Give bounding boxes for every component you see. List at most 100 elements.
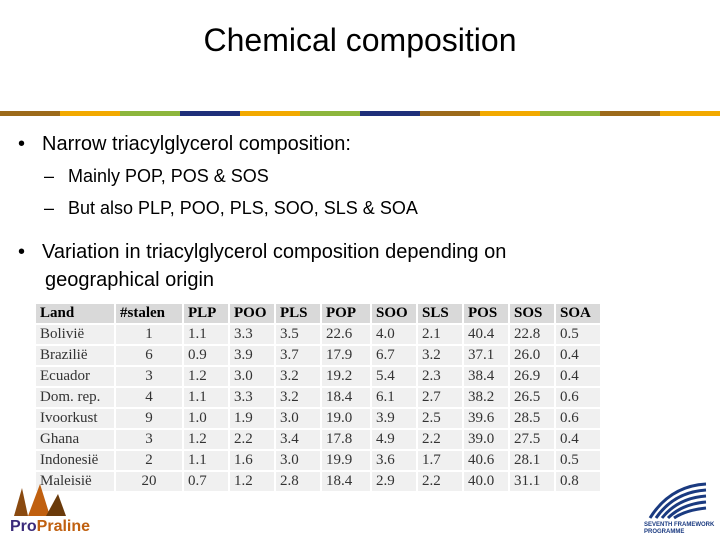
table-cell: 40.6 (464, 451, 508, 470)
table-cell: 3.7 (276, 346, 320, 365)
table-cell: 26.5 (510, 388, 554, 407)
bullet-item-2: • Variation in triacylglycerol compositio… (18, 238, 678, 294)
color-stripe-divider (0, 111, 720, 116)
table-cell: 22.6 (322, 325, 370, 344)
stripe-segment (60, 111, 120, 116)
table-cell: 1.1 (184, 451, 228, 470)
propraline-logo: ProPraline (6, 480, 102, 536)
table-cell: 22.8 (510, 325, 554, 344)
table-cell: 3 (116, 367, 182, 386)
table-cell: 28.5 (510, 409, 554, 428)
table-cell: 0.5 (556, 451, 600, 470)
table-cell: 0.8 (556, 472, 600, 491)
table-cell: 19.2 (322, 367, 370, 386)
table-cell: 2.7 (418, 388, 462, 407)
table-cell: 2.2 (418, 472, 462, 491)
table-cell: 4.9 (372, 430, 416, 449)
dash-marker: – (44, 198, 55, 218)
sub-bullet-text: But also PLP, POO, PLS, SOO, SLS & SOA (68, 198, 418, 218)
stripe-segment (420, 111, 480, 116)
dash-marker: – (44, 166, 55, 186)
table-cell: 0.6 (556, 409, 600, 428)
table-cell: Ecuador (36, 367, 114, 386)
table-cell: 3.6 (372, 451, 416, 470)
sub-bullet-2: – But also PLP, POO, PLS, SOO, SLS & SOA (44, 198, 418, 219)
table-row: Ghana 3 1.2 2.2 3.4 17.8 4.9 2.2 39.0 27.5 0.4 (36, 430, 600, 449)
table-cell: 4.0 (372, 325, 416, 344)
column-header: #stalen (116, 304, 182, 323)
fp7-logo: SEVENTH FRAMEWORK PROGRAMME (640, 478, 716, 538)
table-cell: 2.3 (418, 367, 462, 386)
column-header: POS (464, 304, 508, 323)
table-cell: 1.9 (230, 409, 274, 428)
table-cell: 6.1 (372, 388, 416, 407)
table-cell: 9 (116, 409, 182, 428)
table-cell: 28.1 (510, 451, 554, 470)
table-cell: 0.7 (184, 472, 228, 491)
table-cell: 3.2 (276, 367, 320, 386)
table-cell: 2.9 (372, 472, 416, 491)
table-cell: 3.0 (276, 451, 320, 470)
table-cell: 2.2 (418, 430, 462, 449)
table-row: Maleisië 20 0.7 1.2 2.8 18.4 2.9 2.2 40.0 31.1 0.8 (36, 472, 600, 491)
propraline-logo-text: ProPraline (10, 518, 91, 535)
table-cell: 2.8 (276, 472, 320, 491)
table-cell: 20 (116, 472, 182, 491)
bullet-marker: • (18, 133, 26, 155)
table-cell: 18.4 (322, 388, 370, 407)
table-cell: 3.0 (276, 409, 320, 428)
bullet-text-line-1: Variation in triacylglycerol composition… (42, 241, 507, 263)
table-cell: 0.4 (556, 367, 600, 386)
bullet-item-1: • Narrow triacylglycerol composition: (18, 133, 351, 156)
table-cell: 3.0 (230, 367, 274, 386)
table-cell: 39.0 (464, 430, 508, 449)
table-cell: 27.5 (510, 430, 554, 449)
column-header: SLS (418, 304, 462, 323)
table-row: Bolivië 1 1.1 3.3 3.5 22.6 4.0 2.1 40.4 22.8 0.5 (36, 325, 600, 344)
table-cell: 1.2 (184, 367, 228, 386)
stripe-segment (120, 111, 180, 116)
table-cell: 1.1 (184, 325, 228, 344)
stripe-segment (540, 111, 600, 116)
table-cell: Ivoorkust (36, 409, 114, 428)
table-cell: 0.9 (184, 346, 228, 365)
table-cell: 3 (116, 430, 182, 449)
fp7-logo-icon (648, 482, 707, 520)
table-cell: 2 (116, 451, 182, 470)
sub-bullet-text: Mainly POP, POS & SOS (68, 166, 269, 186)
table-row: Ecuador 3 1.2 3.0 3.2 19.2 5.4 2.3 38.4 26.9 0.4 (36, 367, 600, 386)
fp7-logo-caption: SEVENTH FRAMEWORK PROGRAMME (644, 522, 715, 535)
column-header: PLP (184, 304, 228, 323)
table-cell: 3.9 (230, 346, 274, 365)
table-cell: 6.7 (372, 346, 416, 365)
table-cell: 1.0 (184, 409, 228, 428)
table-cell: 3.5 (276, 325, 320, 344)
stripe-segment (300, 111, 360, 116)
table-cell: 0.5 (556, 325, 600, 344)
bullet-text: Narrow triacylglycerol composition: (42, 133, 351, 155)
table-cell: 38.4 (464, 367, 508, 386)
stripe-segment (660, 111, 720, 116)
column-header: POO (230, 304, 274, 323)
table-cell: 40.0 (464, 472, 508, 491)
slide-title: Chemical composition (203, 22, 517, 58)
table-cell: 3.2 (276, 388, 320, 407)
sub-bullet-1: – Mainly POP, POS & SOS (44, 166, 269, 187)
table-cell: 3.3 (230, 388, 274, 407)
table-row: Brazilië 6 0.9 3.9 3.7 17.9 6.7 3.2 37.1 26.0 0.4 (36, 346, 600, 365)
column-header: SOS (510, 304, 554, 323)
table-cell: 2.1 (418, 325, 462, 344)
stripe-segment (600, 111, 660, 116)
table-cell: 1.6 (230, 451, 274, 470)
table-cell: 2.2 (230, 430, 274, 449)
table-cell: 3.2 (418, 346, 462, 365)
table-cell: 4 (116, 388, 182, 407)
table-row: Ivoorkust 9 1.0 1.9 3.0 19.0 3.9 2.5 39.6 28.5 0.6 (36, 409, 600, 428)
table-cell: 37.1 (464, 346, 508, 365)
column-header: PLS (276, 304, 320, 323)
table-cell: 40.4 (464, 325, 508, 344)
table-cell: Dom. rep. (36, 388, 114, 407)
table-cell: 6 (116, 346, 182, 365)
table-cell: 3.4 (276, 430, 320, 449)
table-cell: 31.1 (510, 472, 554, 491)
